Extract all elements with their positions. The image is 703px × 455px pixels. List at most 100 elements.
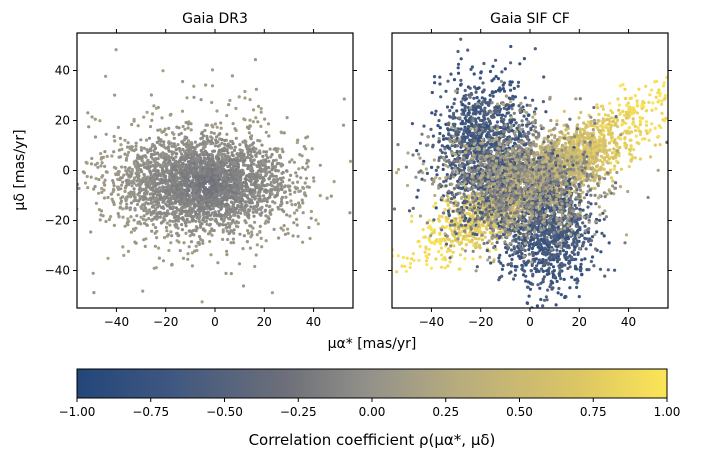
left-scatter-point <box>87 125 91 129</box>
left-scatter-point <box>166 200 170 204</box>
left-scatter-point <box>221 176 226 180</box>
left-scatter-point <box>128 193 133 197</box>
left-scatter-point <box>159 181 163 185</box>
right-scatter-point <box>603 113 608 117</box>
left-scatter-point <box>257 160 261 164</box>
left-scatter-point <box>229 139 233 143</box>
left-scatter-point <box>122 253 126 257</box>
right-scatter-point <box>595 169 599 173</box>
left-scatter-point <box>210 163 215 167</box>
left-scatter-point <box>165 168 169 172</box>
left-scatter-point <box>92 187 96 191</box>
left-scatter-point <box>225 198 229 202</box>
left-scatter-point <box>229 167 233 171</box>
left-scatter-point <box>177 233 181 237</box>
left-scatter-point <box>184 144 188 149</box>
right-scatter-point <box>581 175 585 179</box>
left-scatter-point <box>94 177 98 181</box>
left-scatter-point <box>191 194 195 198</box>
left-scatter-point <box>180 199 185 203</box>
left-scatter-point <box>134 144 138 148</box>
right-scatter-point <box>625 143 629 147</box>
left-scatter-point <box>187 172 191 177</box>
left-scatter-point <box>177 208 181 212</box>
left-scatter-point <box>237 154 241 159</box>
left-scatter-point <box>240 149 244 153</box>
left-scatter-point <box>279 203 283 208</box>
left-scatter-point <box>149 160 153 164</box>
left-scatter-point <box>113 93 117 97</box>
left-scatter-point <box>205 207 209 211</box>
left-scatter-point <box>215 135 219 139</box>
left-scatter-point <box>312 176 316 180</box>
left-scatter-point <box>86 186 90 190</box>
left-scatter-point <box>225 132 229 136</box>
left-scatter-point <box>232 148 237 152</box>
left-scatter-point <box>201 241 205 245</box>
left-scatter-point <box>239 156 243 160</box>
left-scatter-point <box>262 150 266 154</box>
left-scatter-point <box>223 173 227 177</box>
left-scatter-point <box>225 229 229 233</box>
right-scatter-point <box>458 253 463 257</box>
left-scatter-point <box>193 204 197 208</box>
left-scatter-point <box>215 189 219 193</box>
left-scatter-point <box>251 210 255 214</box>
left-scatter-point <box>209 253 213 257</box>
right-panel-title: Gaia SIF CF <box>490 11 570 27</box>
left-scatter-point <box>142 238 146 242</box>
left-scatter-point <box>121 195 125 199</box>
left-scatter-point <box>221 230 225 234</box>
left-scatter-point <box>348 159 353 163</box>
left-scatter-point <box>166 189 170 193</box>
left-scatter-point <box>70 159 73 162</box>
left-scatter-point <box>242 163 246 167</box>
left-scatter-point <box>277 161 281 166</box>
left-scatter-point <box>125 202 129 206</box>
left-scatter-point <box>202 134 206 138</box>
left-scatter-point <box>215 214 220 218</box>
left-scatter-point <box>258 230 262 234</box>
left-scatter-point <box>153 244 157 248</box>
left-scatter-point <box>121 215 125 219</box>
left-scatter-point <box>204 83 208 87</box>
left-scatter-point <box>199 159 203 163</box>
left-scatter-point <box>234 198 238 203</box>
left-scatter-point <box>124 169 128 173</box>
right-scatter-point <box>448 260 452 264</box>
left-scatter-point <box>213 210 217 214</box>
left-scatter-point <box>172 132 176 136</box>
right-scatter-point <box>572 140 576 144</box>
left-scatter-point <box>231 218 235 222</box>
left-scatter-point <box>251 147 255 151</box>
left-scatter-point <box>214 185 218 189</box>
left-scatter-point <box>295 223 299 227</box>
left-scatter-point <box>233 145 237 149</box>
left-scatter-point <box>192 182 196 186</box>
left-scatter-point <box>248 246 252 250</box>
right-scatter-point <box>452 204 456 208</box>
left-scatter-point <box>105 170 109 174</box>
left-scatter-point <box>249 180 253 184</box>
left-scatter-point <box>181 179 185 183</box>
left-scatter-point <box>200 198 204 202</box>
left-scatter-point <box>57 248 60 251</box>
left-scatter-point <box>200 150 204 154</box>
left-scatter-point <box>157 173 161 177</box>
left-scatter-point <box>151 157 155 161</box>
left-scatter-point <box>184 156 188 160</box>
right-scatter-point <box>458 219 462 223</box>
left-scatter-point <box>43 119 46 122</box>
left-scatter-point <box>176 147 181 151</box>
left-scatter-point <box>259 213 263 217</box>
left-panel-title: Gaia DR3 <box>182 11 248 27</box>
right-scatter-point <box>403 264 407 268</box>
left-scatter-point <box>178 160 182 164</box>
right-scatter-point <box>612 167 616 171</box>
left-scatter-point <box>146 175 150 179</box>
left-scatter-point <box>202 181 206 185</box>
left-scatter-point <box>246 210 250 214</box>
right-scatter-point <box>558 135 562 139</box>
left-scatter-point <box>290 158 294 162</box>
left-scatter-point <box>301 201 305 205</box>
